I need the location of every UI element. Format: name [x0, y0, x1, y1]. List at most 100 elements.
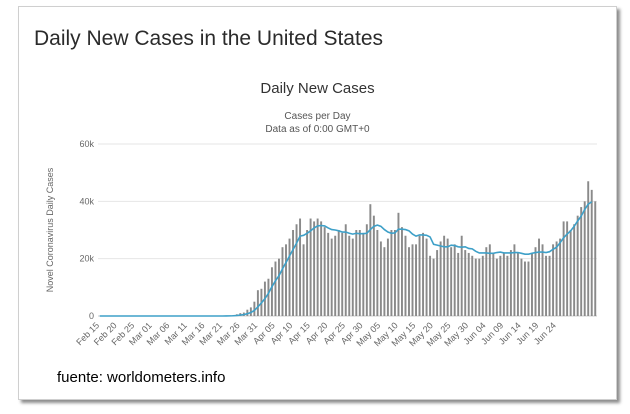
daily-case-bar	[583, 201, 586, 316]
daily-case-bar	[481, 255, 484, 316]
daily-case-bar	[573, 224, 576, 316]
daily-case-bar	[376, 230, 379, 316]
daily-case-bar	[393, 230, 396, 316]
daily-case-bar	[295, 224, 298, 316]
daily-case-bar	[439, 241, 442, 316]
daily-case-bar	[401, 227, 403, 316]
daily-case-bar	[436, 250, 439, 316]
daily-case-bar	[509, 250, 512, 316]
daily-case-bar	[552, 244, 555, 316]
chart-subtitle-data-as-of: Data as of 0:00 GMT+0	[265, 124, 370, 135]
daily-case-bar	[337, 230, 340, 316]
chart-subtitle-cases-per-day: Cases per Day	[284, 111, 351, 122]
daily-case-bar	[369, 204, 372, 316]
daily-case-bar	[348, 235, 351, 316]
daily-case-bar	[516, 252, 519, 316]
daily-case-bar	[467, 252, 470, 316]
chart-title: Daily New Cases	[260, 80, 375, 97]
daily-case-bar	[523, 261, 526, 316]
daily-case-bar	[256, 290, 259, 316]
y-axis-label: Novel Coronavirus Daily Cases	[45, 167, 55, 292]
daily-case-bar	[495, 258, 498, 316]
daily-case-bar	[383, 247, 386, 316]
daily-case-bar	[569, 230, 572, 316]
daily-case-bar	[418, 235, 421, 316]
daily-case-bar	[527, 261, 530, 316]
daily-case-bar	[559, 238, 562, 316]
y-tick-label: 60k	[79, 139, 94, 149]
daily-case-bar	[446, 238, 449, 316]
daily-case-bar	[372, 215, 375, 316]
daily-case-bar	[587, 181, 590, 316]
daily-case-bar	[411, 244, 414, 316]
daily-case-bar	[531, 252, 533, 316]
daily-case-bar	[404, 235, 407, 316]
daily-case-bar	[566, 221, 569, 316]
daily-case-bar	[278, 258, 280, 316]
daily-case-bar	[267, 278, 270, 316]
daily-case-bar	[580, 207, 583, 316]
daily-case-bar	[316, 218, 319, 316]
daily-case-bar	[506, 255, 509, 316]
daily-case-bar	[457, 252, 460, 316]
chart-card: Daily New Cases in the United States Dai…	[18, 6, 617, 400]
daily-case-bar	[474, 258, 477, 316]
daily-case-bar	[520, 258, 523, 316]
daily-case-bar	[355, 230, 358, 316]
daily-case-bar	[502, 252, 505, 316]
daily-case-bar	[471, 255, 474, 316]
daily-case-bar	[545, 255, 548, 316]
daily-case-bar	[313, 221, 316, 316]
daily-case-bar	[562, 221, 565, 316]
daily-case-bar	[341, 232, 344, 316]
y-tick-label: 20k	[79, 254, 94, 264]
daily-case-bar	[292, 230, 294, 316]
daily-case-bar	[246, 309, 249, 316]
daily-case-bar	[253, 301, 256, 316]
daily-case-bar	[285, 244, 287, 316]
source-caption: fuente: worldometers.info	[57, 369, 226, 386]
daily-case-bar	[408, 247, 410, 316]
daily-case-bar	[365, 224, 368, 316]
daily-case-bar	[320, 221, 323, 316]
daily-case-bar	[397, 212, 400, 316]
daily-case-bar	[492, 252, 495, 316]
daily-case-bar	[555, 241, 558, 316]
daily-case-bar	[590, 189, 593, 316]
daily-case-bar	[464, 250, 467, 316]
daily-case-bar	[358, 230, 361, 316]
daily-case-bar	[274, 261, 277, 316]
daily-case-bar	[362, 232, 365, 316]
daily-case-bar	[453, 244, 456, 316]
page-title: Daily New Cases in the United States	[34, 27, 383, 50]
daily-case-bar	[432, 258, 435, 316]
moving-average-line	[99, 201, 593, 317]
daily-case-bar	[323, 227, 326, 316]
daily-case-bar	[485, 247, 488, 316]
daily-case-bar	[299, 218, 302, 316]
daily-case-bar	[351, 238, 354, 316]
daily-case-bar	[478, 258, 481, 316]
daily-case-bar	[534, 247, 537, 316]
daily-case-bar	[330, 238, 333, 316]
daily-case-bar	[576, 215, 579, 316]
daily-case-bar	[327, 232, 330, 316]
daily-case-bar	[541, 244, 544, 316]
daily-case-bar	[548, 255, 551, 316]
daily-case-bar	[334, 235, 337, 316]
daily-case-bar	[488, 244, 491, 316]
daily-case-bar	[425, 238, 428, 316]
daily-case-bar	[386, 238, 389, 316]
daily-case-bar	[499, 255, 502, 316]
daily-case-bar	[302, 244, 305, 316]
daily-case-bar	[415, 244, 417, 316]
daily-case-bar	[429, 255, 432, 316]
daily-case-bar	[443, 235, 446, 316]
daily-case-bar	[538, 238, 540, 316]
daily-case-bar	[306, 230, 309, 316]
daily-case-bar	[450, 247, 453, 316]
daily-case-bar	[281, 247, 284, 316]
daily-case-bar	[513, 244, 516, 316]
daily-case-bar	[594, 201, 597, 316]
